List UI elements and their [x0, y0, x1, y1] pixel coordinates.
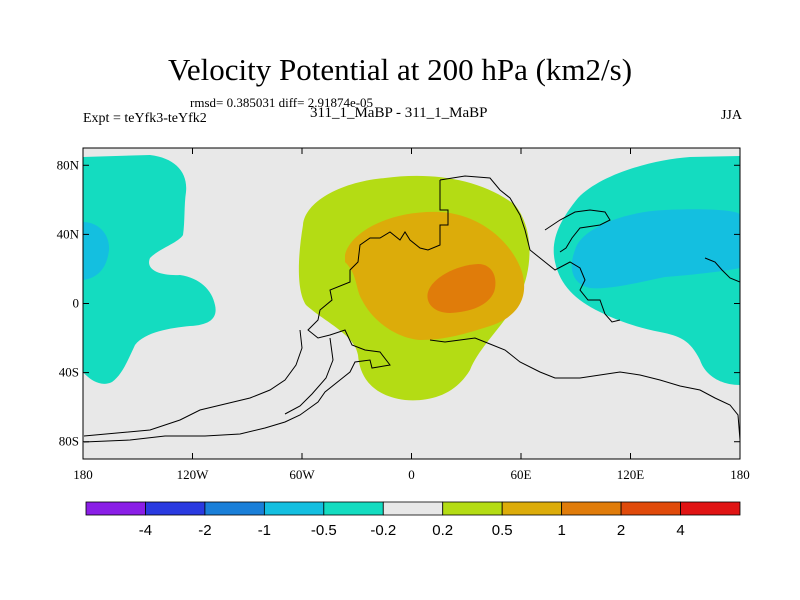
colorbar-swatch	[263, 501, 325, 516]
x-tick-label: 180	[730, 467, 750, 482]
colorbar-label: -4	[139, 522, 152, 539]
x-tick-label: 60E	[511, 467, 532, 482]
colorbar-swatch	[145, 501, 206, 516]
x-tick-label: 120W	[177, 467, 210, 482]
continent-outline-south-america	[284, 337, 334, 415]
axis-ticks: 180 120W 60W 0 60E 120E 180 80N 40N 0 40S 80S	[57, 148, 750, 482]
colorbar-label: 0.2	[432, 522, 453, 539]
case-subtitle: 311_1_MaBP - 311_1_MaBP	[310, 105, 488, 121]
y-tick-label: 40N	[57, 226, 80, 241]
y-tick-label: 80S	[59, 434, 79, 449]
colorbar-swatch	[561, 501, 622, 516]
colorbar-swatch	[382, 501, 444, 516]
region-positive-0.5-1	[345, 211, 525, 340]
colorbar-swatch	[501, 501, 563, 516]
colorbar-label: -2	[198, 522, 211, 539]
experiment-label: Expt = teYfk3-teYfk2	[83, 111, 207, 126]
continent-outline-main	[83, 180, 449, 443]
region-negative-west-core	[83, 222, 110, 280]
colorbar-label: -0.5	[311, 522, 337, 539]
x-tick-label: 180	[73, 467, 93, 482]
colorbar-swatch	[442, 501, 503, 516]
colorbar-label: 1	[557, 522, 565, 539]
region-negative-east-core	[571, 209, 740, 289]
chart-title: Velocity Potential at 200 hPa (km2/s)	[167, 52, 633, 87]
x-tick-label: 60W	[289, 467, 315, 482]
x-tick-label: 120E	[617, 467, 645, 482]
colorbar-swatch	[620, 501, 681, 516]
colorbar-label: -1	[258, 522, 271, 539]
colorbar-swatch	[204, 501, 265, 516]
colorbar-swatch	[85, 501, 146, 516]
region-positive-1-2	[427, 264, 496, 313]
y-tick-label: 80N	[57, 157, 80, 172]
colorbar-swatch	[680, 501, 741, 516]
continent-outline-southern	[83, 329, 303, 437]
continent-outline-east-coast	[704, 257, 740, 283]
colorbar-label: 2	[617, 522, 625, 539]
colorbar-label: 0.5	[492, 522, 513, 539]
colorbar-label: 4	[676, 522, 684, 539]
y-tick-label: 0	[73, 296, 80, 311]
continent-outlines	[83, 175, 740, 443]
colorbar: -4 -2 -1 -0.5 -0.2 0.2 0.5 1 2 4	[85, 501, 741, 539]
season-label: JJA	[720, 108, 742, 123]
continent-outline-asia	[544, 209, 611, 253]
x-tick-label: 0	[408, 467, 415, 482]
rmsd-diff-stats: rmsd= 0.385031 diff= 2.91874e-05	[190, 95, 374, 110]
colorbar-label: -0.2	[370, 522, 396, 539]
contour-fill-layer	[83, 155, 740, 401]
region-negative-west	[83, 155, 216, 384]
y-tick-label: 40S	[59, 365, 79, 380]
continent-outline-north	[439, 175, 621, 323]
continent-outline-africa	[429, 337, 740, 441]
colorbar-swatch	[323, 501, 384, 516]
